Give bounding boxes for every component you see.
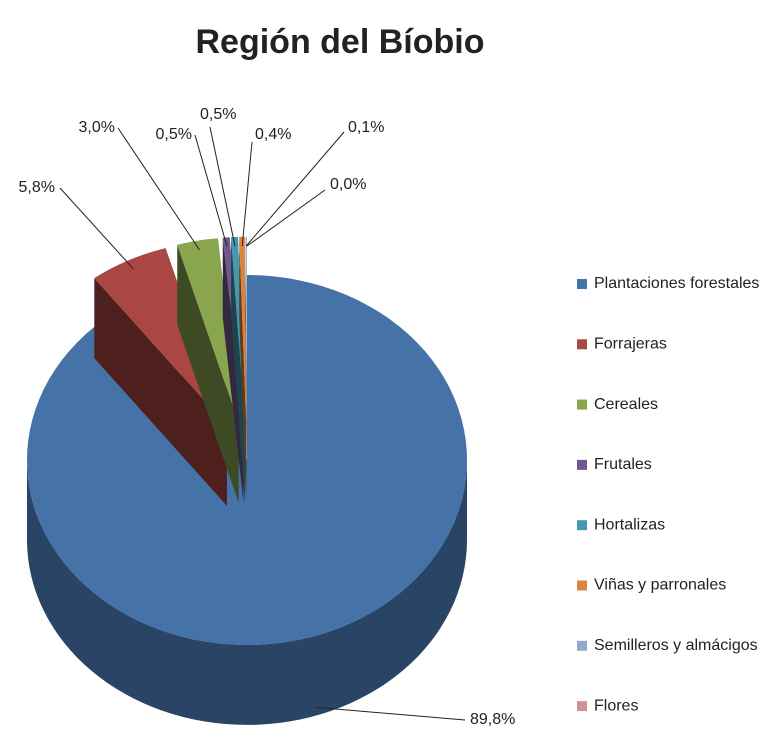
leader-line: [316, 706, 466, 721]
legend-swatch: [577, 399, 587, 410]
slice-side: [27, 460, 467, 725]
leader-line: [241, 141, 253, 247]
slice-top: [245, 236, 247, 422]
leader-line: [209, 126, 236, 247]
leader-line: [117, 127, 200, 251]
legend-swatch: [577, 279, 587, 289]
data-label: 0,4%: [255, 126, 291, 143]
legend: Plantaciones forestales Forrajeras Cereale…: [577, 275, 759, 714]
legend-label: Cereales: [594, 396, 658, 413]
chart-title: Región del Bíobio: [196, 23, 485, 61]
legend-label: Semilleros y almácigos: [594, 637, 758, 654]
leader-line: [245, 131, 345, 247]
leader-line: [59, 187, 134, 270]
slice: [245, 236, 247, 502]
legend-label: Hortalizas: [594, 516, 665, 533]
slice-top: [27, 275, 468, 645]
data-labels: 89,8% 5,8% 3,0% 0,5% 0,5% 0,4% 0,1% 0,0%: [19, 106, 516, 728]
slice: [27, 275, 468, 725]
legend-swatch: [577, 701, 587, 712]
data-label: 3,0%: [79, 119, 115, 136]
slice-face: [245, 236, 247, 502]
leader-line: [246, 189, 326, 247]
slice-top: [231, 236, 245, 422]
legend-swatch: [577, 459, 587, 470]
slice-face: [222, 237, 244, 502]
legend-label: Viñas y parronales: [594, 577, 726, 594]
slice-face: [239, 236, 247, 502]
data-label: 5,8%: [19, 179, 55, 196]
slice-top: [177, 238, 239, 423]
data-label: 0,0%: [330, 176, 366, 193]
legend-swatch: [577, 520, 587, 531]
data-label: 0,5%: [156, 126, 192, 143]
slice-top: [239, 236, 247, 422]
pie: [27, 236, 468, 725]
data-label: 0,1%: [348, 119, 384, 136]
slice-top: [94, 248, 227, 426]
legend-label: Frutales: [594, 456, 652, 473]
legend-swatch: [577, 580, 587, 591]
legend-swatch: [577, 339, 587, 350]
legend-label: Flores: [594, 697, 638, 714]
data-label: 0,5%: [200, 106, 236, 123]
slice: [239, 236, 247, 502]
legend-label: Plantaciones forestales: [594, 275, 759, 292]
slice-face: [94, 278, 227, 506]
legend-swatch: [577, 640, 587, 651]
slice-face: [177, 244, 239, 503]
leader-line: [194, 134, 228, 247]
legend-label: Forrajeras: [594, 336, 667, 353]
data-label: 89,8%: [470, 711, 515, 728]
slice-face: [231, 237, 245, 502]
